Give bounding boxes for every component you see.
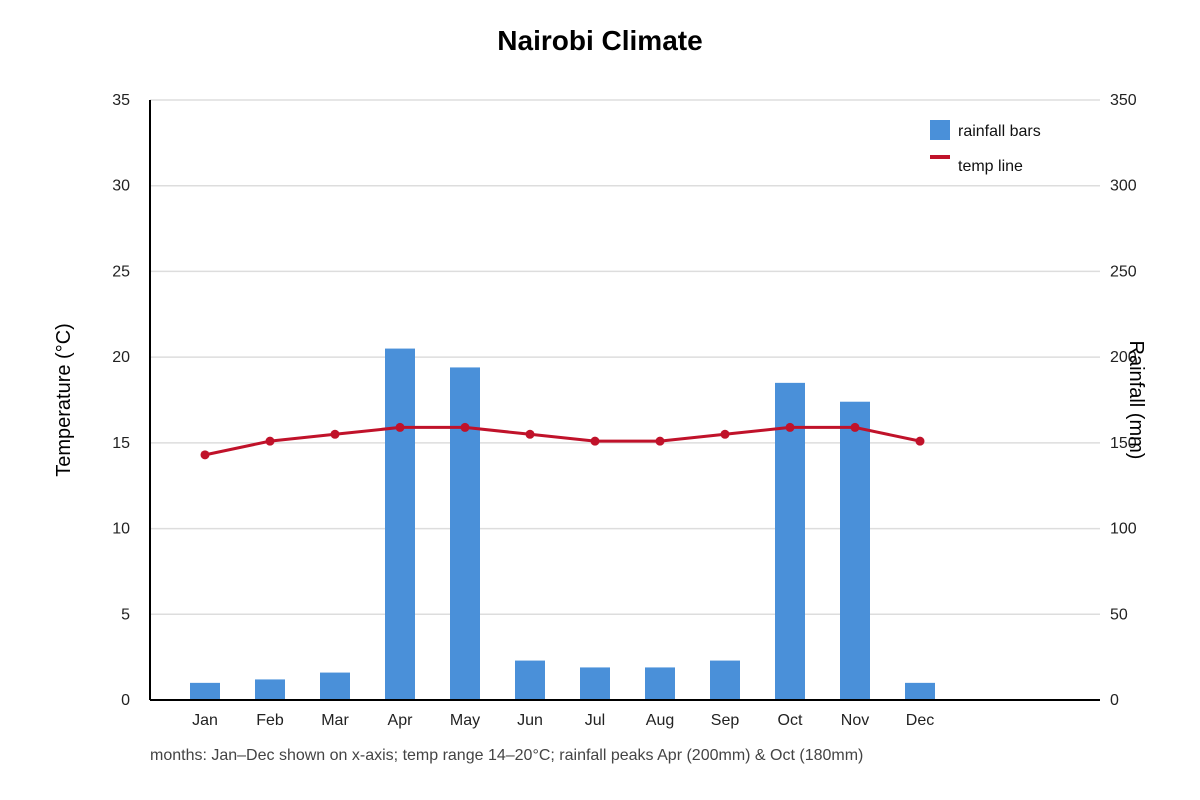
x-tick-label: Oct: [778, 712, 803, 729]
legend-label-temp: temp line: [958, 158, 1023, 175]
y2-tick-label: 250: [1110, 263, 1137, 280]
y-tick-label: 5: [121, 606, 130, 623]
legend: rainfall bars temp line: [930, 120, 1041, 175]
rainfall-bar: [450, 367, 480, 700]
rainfall-bars: [190, 348, 935, 700]
temp-point: [330, 429, 340, 439]
y-tick-label: 15: [112, 435, 130, 452]
temp-point: [720, 429, 730, 439]
rainfall-bar: [840, 401, 870, 700]
x-tick-label: May: [450, 712, 480, 729]
x-tick-labels: Jan Feb Mar Apr May Jun Jul Aug Sep Oct Nov Dec: [192, 712, 934, 729]
temp-point: [460, 422, 470, 432]
temp-point: [850, 422, 860, 432]
temp-point: [590, 436, 600, 446]
y2-tick-label: 300: [1110, 178, 1137, 195]
temp-point: [200, 450, 210, 460]
y-tick-label: 20: [112, 349, 130, 366]
x-tick-label: Sep: [711, 712, 740, 729]
temp-point: [655, 436, 665, 446]
x-tick-label: Jul: [585, 712, 605, 729]
y2-tick-label: 100: [1110, 521, 1137, 538]
y2-axis-label: Rainfall (mm): [1125, 341, 1147, 460]
x-tick-label: Jan: [192, 712, 218, 729]
y-tick-label: 30: [112, 178, 130, 195]
axes: [149, 100, 1100, 701]
rainfall-bar: [385, 348, 415, 700]
temp-point: [265, 436, 275, 446]
temp-point: [395, 422, 405, 432]
gridlines: [150, 99, 1100, 616]
y2-tick-label: 50: [1110, 606, 1128, 623]
temp-point: [785, 422, 795, 432]
y-tick-label: 10: [112, 521, 130, 538]
legend-swatch-temp: [930, 155, 950, 159]
y2-tick-label: 350: [1110, 92, 1137, 109]
y-right-tick-labels: 0 50 100 150 200 250 300 350: [1110, 92, 1137, 709]
rainfall-bar: [905, 682, 935, 700]
rainfall-bar: [645, 667, 675, 700]
x-tick-label: Nov: [841, 712, 869, 729]
temp-line-path: [204, 425, 921, 457]
x-tick-label: Dec: [906, 712, 934, 729]
rainfall-bar: [255, 679, 285, 700]
y-tick-label: 25: [112, 263, 130, 280]
temp-point: [525, 429, 535, 439]
rainfall-bar: [775, 382, 805, 700]
y2-tick-label: 200: [1110, 349, 1137, 366]
legend-label-rainfall: rainfall bars: [958, 123, 1041, 140]
x-tick-label: Jun: [517, 712, 543, 729]
y-axis-label: Temperature (°C): [53, 323, 75, 477]
temp-point: [915, 436, 925, 446]
x-tick-label: Apr: [388, 712, 414, 729]
y2-tick-label: 150: [1110, 435, 1137, 452]
temperature-line: [200, 422, 925, 460]
x-tick-label: Feb: [256, 712, 284, 729]
y-left-tick-labels: 0 5 10 15 20 25 30 35: [112, 92, 130, 709]
rainfall-bar: [580, 667, 610, 700]
legend-swatch-rainfall: [930, 120, 950, 140]
y2-tick-label: 0: [1110, 692, 1119, 709]
x-tick-label: Aug: [646, 712, 674, 729]
rainfall-bar: [320, 672, 350, 700]
y-tick-label: 35: [112, 92, 130, 109]
x-tick-label: Mar: [321, 712, 349, 729]
rainfall-bar: [515, 660, 545, 700]
chart-title: Nairobi Climate: [497, 25, 702, 56]
chart-note: months: Jan–Dec shown on x-axis; temp ra…: [150, 747, 863, 764]
rainfall-bar: [710, 660, 740, 700]
y-tick-label: 0: [121, 692, 130, 709]
rainfall-bar: [190, 682, 220, 700]
